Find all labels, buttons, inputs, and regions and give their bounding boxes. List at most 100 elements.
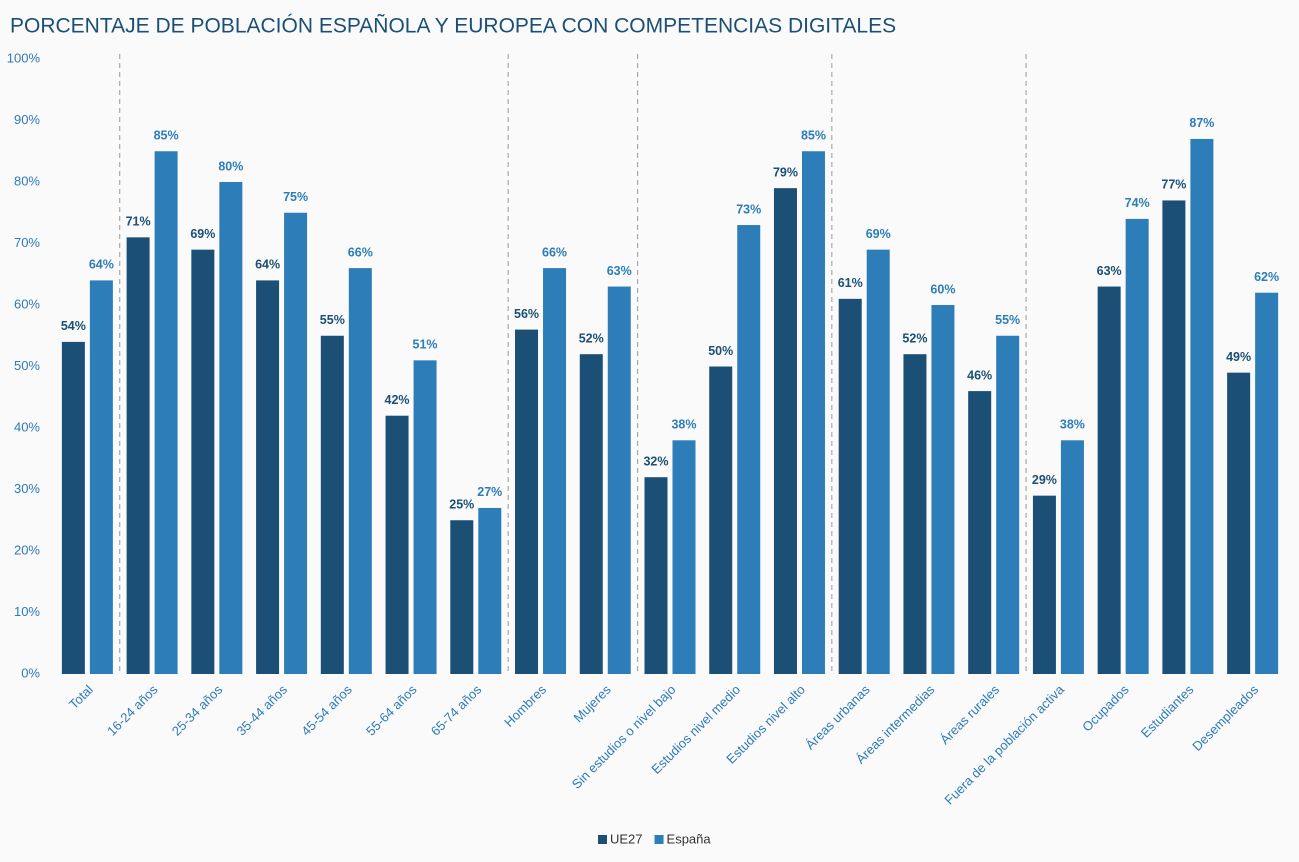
bar xyxy=(1032,495,1056,674)
value-label: 69% xyxy=(190,227,215,241)
y-tick-label: 20% xyxy=(14,542,40,557)
value-label: 50% xyxy=(708,344,733,358)
value-label: 69% xyxy=(866,227,891,241)
value-label: 52% xyxy=(902,331,927,345)
bar xyxy=(866,249,890,674)
bar xyxy=(1097,286,1121,674)
value-label: 60% xyxy=(930,282,955,296)
bar xyxy=(284,212,308,674)
y-tick-label: 50% xyxy=(14,358,40,373)
bar xyxy=(579,354,603,674)
bar xyxy=(1125,218,1149,674)
bar xyxy=(515,329,539,674)
value-label: 63% xyxy=(607,264,632,278)
bar xyxy=(607,286,631,674)
bar xyxy=(838,298,862,674)
value-label: 51% xyxy=(413,338,438,352)
y-tick-label: 80% xyxy=(14,173,40,188)
x-tick-label: Fuera de la población activa xyxy=(941,681,1067,807)
bar xyxy=(126,237,150,674)
y-tick-label: 100% xyxy=(7,50,41,65)
x-tick-label: 16-24 años xyxy=(104,682,161,739)
y-tick-label: 30% xyxy=(14,481,40,496)
legend-swatch xyxy=(598,835,607,844)
y-tick-label: 40% xyxy=(14,419,40,434)
value-label: 62% xyxy=(1254,270,1279,284)
value-label: 32% xyxy=(643,454,668,468)
bar xyxy=(450,520,474,674)
bar xyxy=(478,507,502,674)
value-label: 66% xyxy=(348,245,373,259)
x-tick-label: Total xyxy=(66,682,96,712)
value-label: 74% xyxy=(1125,196,1150,210)
bar xyxy=(154,151,178,674)
value-label: 55% xyxy=(320,313,345,327)
x-tick-label: Ocupados xyxy=(1079,682,1132,735)
value-label: 55% xyxy=(995,313,1020,327)
bar xyxy=(385,415,409,674)
bar xyxy=(256,280,280,674)
legend-label: UE27 xyxy=(610,831,643,846)
x-tick-label: Áreas urbanas xyxy=(802,682,873,753)
bar xyxy=(1060,440,1084,674)
bar xyxy=(89,280,113,674)
value-label: 61% xyxy=(838,276,863,290)
value-label: 46% xyxy=(967,368,992,382)
value-label: 42% xyxy=(385,393,410,407)
value-label: 63% xyxy=(1097,264,1122,278)
x-tick-label: Áreas rurales xyxy=(937,682,1003,748)
value-label: 87% xyxy=(1189,116,1214,130)
value-label: 38% xyxy=(1060,418,1085,432)
value-label: 80% xyxy=(218,159,243,173)
legend-swatch xyxy=(654,835,664,844)
x-tick-label: 55-64 años xyxy=(363,682,420,739)
bar xyxy=(644,477,668,674)
bar xyxy=(219,182,243,674)
bar xyxy=(413,360,437,674)
value-label: 29% xyxy=(1032,473,1057,487)
bar xyxy=(61,341,85,674)
value-label: 85% xyxy=(801,129,826,143)
value-label: 71% xyxy=(126,215,151,229)
value-label: 64% xyxy=(255,258,280,272)
bar xyxy=(320,335,344,674)
value-label: 25% xyxy=(449,498,474,512)
bar xyxy=(996,335,1020,674)
value-label: 77% xyxy=(1161,178,1186,192)
bar xyxy=(1190,138,1214,674)
x-tick-label: Desempleados xyxy=(1189,682,1261,754)
value-label: 64% xyxy=(89,258,114,272)
y-tick-label: 90% xyxy=(14,112,40,127)
bar xyxy=(801,151,825,674)
value-label: 27% xyxy=(477,485,502,499)
value-label: 85% xyxy=(154,129,179,143)
value-label: 38% xyxy=(671,418,696,432)
value-label: 79% xyxy=(773,165,798,179)
x-tick-label: 25-34 años xyxy=(169,682,226,739)
y-tick-label: 10% xyxy=(14,604,40,619)
y-tick-label: 60% xyxy=(14,296,40,311)
x-tick-label: 35-44 años xyxy=(234,682,291,739)
bar xyxy=(931,305,955,674)
value-label: 73% xyxy=(736,202,761,216)
bar xyxy=(1227,372,1251,674)
bar xyxy=(348,268,372,674)
value-label: 75% xyxy=(283,190,308,204)
x-tick-label: 65-74 años xyxy=(428,682,485,739)
bar xyxy=(1255,292,1279,674)
bar xyxy=(672,440,696,674)
bar xyxy=(543,268,567,674)
x-tick-label: Mujeres xyxy=(571,682,615,726)
x-tick-label: Estudiantes xyxy=(1138,682,1197,741)
bar xyxy=(191,249,215,674)
bar xyxy=(773,188,797,674)
y-tick-label: 0% xyxy=(21,665,40,680)
x-tick-label: 45-54 años xyxy=(298,682,355,739)
y-tick-label: 70% xyxy=(14,235,40,250)
x-tick-label: Hombres xyxy=(501,682,549,730)
chart-title: PORCENTAJE DE POBLACIÓN ESPAÑOLA Y EUROP… xyxy=(10,14,896,38)
bar xyxy=(737,225,761,675)
value-label: 66% xyxy=(542,245,567,259)
bar xyxy=(968,391,992,674)
